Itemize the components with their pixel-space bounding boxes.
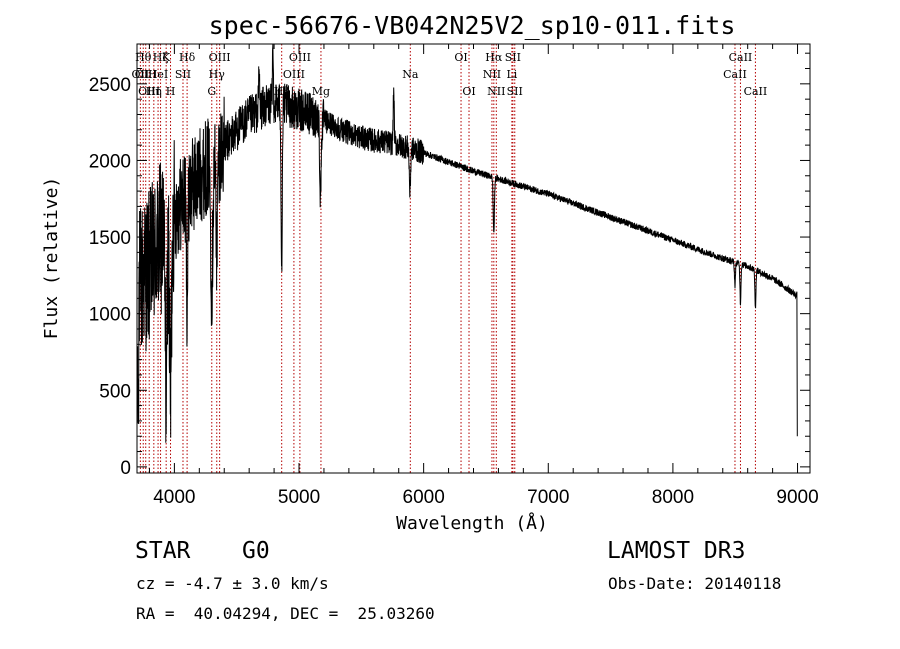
sky-coordinates: RA = 40.04294, DEC = 25.03260 <box>136 604 435 623</box>
x-axis-label: Wavelength (Å) <box>396 512 548 534</box>
line-marker-label: OIII <box>138 85 160 98</box>
line-marker-labels: OIIHθOIIIOIIIHηHeIHζKHSIIHδGHγOIIIHβOIII… <box>132 51 768 98</box>
line-marker-label: OI <box>454 51 467 64</box>
line-markers <box>139 44 756 473</box>
x-axis-ticks: 4000 5000 6000 7000 8000 9000 <box>148 44 819 508</box>
line-marker-label: Hα <box>485 51 503 64</box>
y-tick-label: 2000 <box>89 151 131 172</box>
survey-name: LAMOST DR3 <box>607 538 746 564</box>
line-marker-label: NII <box>483 68 501 81</box>
y-tick-label: 0 <box>120 458 131 479</box>
redshift-cz: cz = -4.7 ± 3.0 km/s <box>136 574 329 593</box>
chart-title: spec-56676-VB042N25V2_sp10-011.fits <box>209 11 736 40</box>
line-marker-label: SII <box>175 68 191 81</box>
x-tick-label: 9000 <box>776 487 818 508</box>
line-marker-label: OII <box>132 68 150 81</box>
plot-frame <box>136 43 811 474</box>
line-marker-label: CaII <box>744 85 768 98</box>
line-marker-label: Hδ <box>179 51 196 64</box>
object-class: STAR <box>135 538 191 564</box>
y-axis-label: Flux (relative) <box>41 177 62 340</box>
line-marker-label: Hθ <box>135 51 152 64</box>
y-tick-label: 1000 <box>89 305 131 326</box>
line-marker-label: NII <box>487 85 505 98</box>
line-marker-label: CaII <box>729 51 753 64</box>
observation-date: Obs-Date: 20140118 <box>608 574 782 593</box>
line-marker-label: HeI <box>148 68 168 81</box>
line-marker-label: G <box>207 85 216 98</box>
line-marker-label: Li <box>506 68 517 81</box>
line-marker-label: OIII <box>289 51 311 64</box>
line-marker-label: Na <box>402 68 419 81</box>
line-marker-label: Hη <box>146 85 162 98</box>
line-marker-label: OIII <box>283 68 305 81</box>
x-tick-label: 8000 <box>652 487 694 508</box>
y-tick-label: 2500 <box>89 75 131 96</box>
line-marker-label: SII <box>505 51 521 64</box>
spectral-subclass: G0 <box>242 538 270 564</box>
line-marker-label: Hζ <box>153 51 169 64</box>
x-tick-label: 5000 <box>278 487 320 508</box>
x-tick-label: 6000 <box>403 487 445 508</box>
y-tick-label: 500 <box>99 381 131 402</box>
line-marker-label: H <box>166 85 176 98</box>
line-marker-label: Hγ <box>209 68 226 81</box>
line-marker-label: SII <box>507 85 523 98</box>
y-axis-ticks: 0 500 1000 1500 2000 2500 <box>89 52 810 479</box>
line-marker-label: Mg <box>312 85 330 98</box>
line-marker-label: CaII <box>723 68 747 81</box>
y-tick-label: 1500 <box>89 228 131 249</box>
line-marker-label: OIII <box>209 51 231 64</box>
line-marker-label: OIII <box>135 68 157 81</box>
spectrum-line <box>136 43 798 443</box>
line-marker-label: K <box>162 51 171 64</box>
line-marker-label: OI <box>462 85 475 98</box>
x-tick-label: 7000 <box>527 487 569 508</box>
x-tick-label: 4000 <box>153 487 195 508</box>
